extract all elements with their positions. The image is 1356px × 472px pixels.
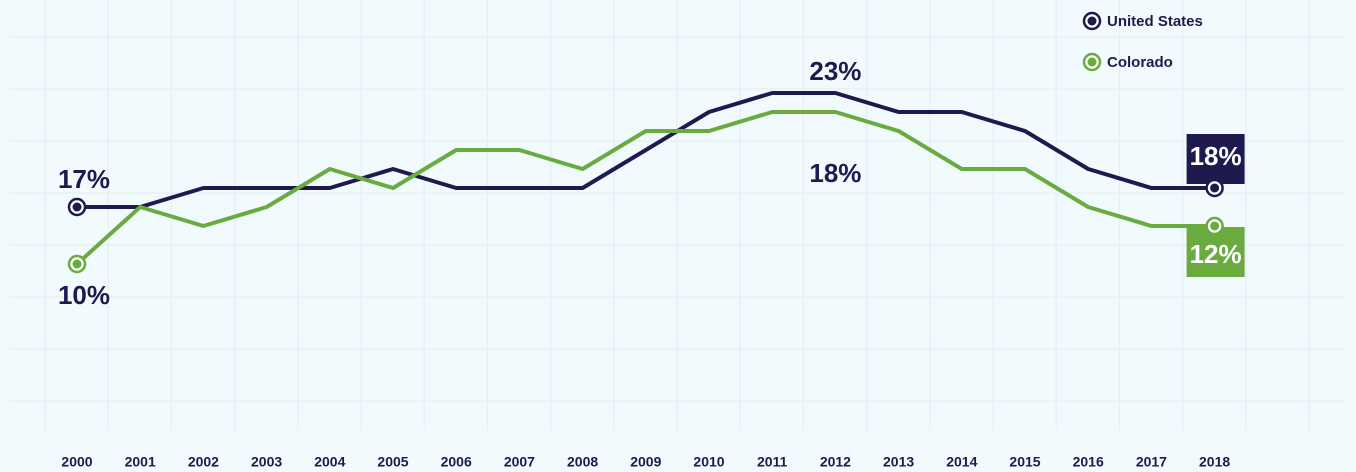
x-tick-label: 2007 [504, 454, 535, 470]
legend-label: United States [1107, 13, 1203, 30]
legend-marker-dot [1087, 16, 1097, 26]
legend-marker-dot [1087, 57, 1097, 67]
legend-label: Colorado [1107, 54, 1173, 71]
x-tick-label: 2018 [1199, 454, 1230, 470]
x-tick-label: 2010 [693, 454, 724, 470]
x-tick-label: 2005 [377, 454, 408, 470]
series-line [75, 110, 1215, 266]
series-line [77, 91, 1215, 209]
point-marker-dot [1210, 183, 1220, 193]
x-tick-label: 2002 [188, 454, 219, 470]
x-tick-label: 2011 [757, 454, 788, 470]
x-tick-label: 2013 [883, 454, 914, 470]
x-tick-label: 2001 [125, 454, 156, 470]
value-label-box [1186, 134, 1245, 184]
value-label: 23% [809, 56, 861, 86]
value-label: 18% [809, 158, 861, 188]
value-label: 18% [1190, 141, 1242, 171]
x-tick-label: 2006 [441, 454, 472, 470]
x-tick-label: 2016 [1073, 454, 1104, 470]
point-marker-dot [1210, 221, 1220, 231]
x-tick-label: 2015 [1009, 454, 1040, 470]
value-label-box [1186, 227, 1245, 277]
value-label: 17% [58, 164, 110, 194]
point-marker-dot [72, 202, 82, 212]
x-tick-label: 2012 [820, 454, 851, 470]
x-tick-label: 2003 [251, 454, 282, 470]
x-tick-label: 2017 [1136, 454, 1167, 470]
value-label: 10% [58, 280, 110, 310]
x-tick-label: 2008 [567, 454, 598, 470]
point-marker-dot [72, 259, 82, 269]
x-tick-label: 2004 [314, 454, 345, 470]
value-label: 12% [1190, 239, 1242, 269]
x-tick-label: 2014 [946, 454, 977, 470]
x-tick-label: 2009 [630, 454, 661, 470]
x-tick-label: 2000 [61, 454, 92, 470]
